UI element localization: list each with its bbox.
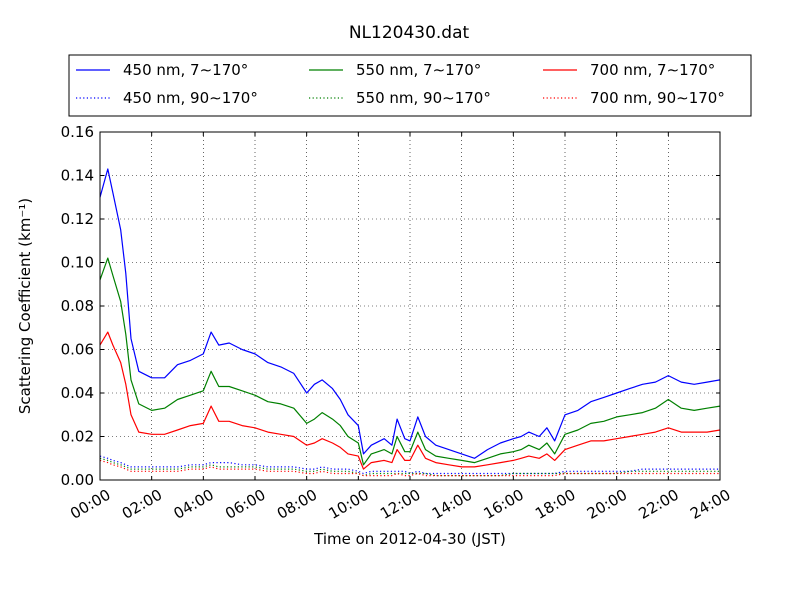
y-tick-label: 0.10	[61, 254, 94, 272]
legend-label: 700 nm, 90∼170°	[590, 89, 725, 107]
axis-ticks: 00:00 02:00 04:00 06:00 08:00 10:00 12:00 14:00…	[61, 123, 734, 523]
series-line	[99, 257, 721, 466]
x-tick-label: 18:00	[532, 486, 578, 523]
y-tick-label: 0.12	[61, 210, 94, 228]
legend-label: 450 nm, 90∼170°	[123, 89, 258, 107]
y-tick-label: 0.16	[61, 123, 94, 141]
y-tick-label: 0.06	[61, 341, 94, 359]
grid-lines	[100, 132, 720, 480]
x-tick-label: 20:00	[584, 486, 630, 523]
legend-box	[68, 54, 752, 117]
x-tick-label: 06:00	[222, 486, 268, 523]
y-tick-label: 0.14	[61, 167, 94, 185]
y-axis-label: Scattering Coefficient (km⁻¹)	[16, 198, 34, 414]
y-tick-label: 0.04	[61, 384, 94, 402]
y-tick-label: 0.00	[61, 471, 94, 489]
series-line	[99, 455, 720, 475]
x-tick-label: 02:00	[119, 486, 165, 523]
legend: 450 nm, 7∼170° 550 nm, 7∼170° 700 nm, 7∼17…	[68, 54, 752, 117]
x-tick-label: 12:00	[377, 486, 423, 523]
x-tick-label: 24:00	[687, 486, 733, 523]
series-line	[99, 459, 720, 477]
x-tick-label: 10:00	[325, 486, 371, 523]
series-line	[99, 168, 721, 459]
chart-title: NL120430.dat	[349, 23, 470, 43]
x-tick-label: 22:00	[635, 486, 681, 523]
y-tick-label: 0.08	[61, 297, 94, 315]
x-tick-label: 14:00	[429, 486, 475, 523]
series-line	[99, 457, 720, 477]
legend-label: 700 nm, 7∼170°	[590, 61, 715, 79]
x-tick-label: 16:00	[480, 486, 526, 523]
series-layer	[99, 168, 721, 477]
legend-label: 550 nm, 90∼170°	[356, 89, 491, 107]
x-tick-label: 08:00	[274, 486, 320, 523]
x-tick-label: 04:00	[170, 486, 216, 523]
x-tick-label: 00:00	[67, 486, 113, 523]
y-tick-label: 0.02	[61, 428, 94, 446]
legend-label: 450 nm, 7∼170°	[123, 61, 248, 79]
series-line	[99, 331, 721, 470]
legend-label: 550 nm, 7∼170°	[356, 61, 481, 79]
x-axis-label: Time on 2012-04-30 (JST)	[313, 530, 506, 548]
